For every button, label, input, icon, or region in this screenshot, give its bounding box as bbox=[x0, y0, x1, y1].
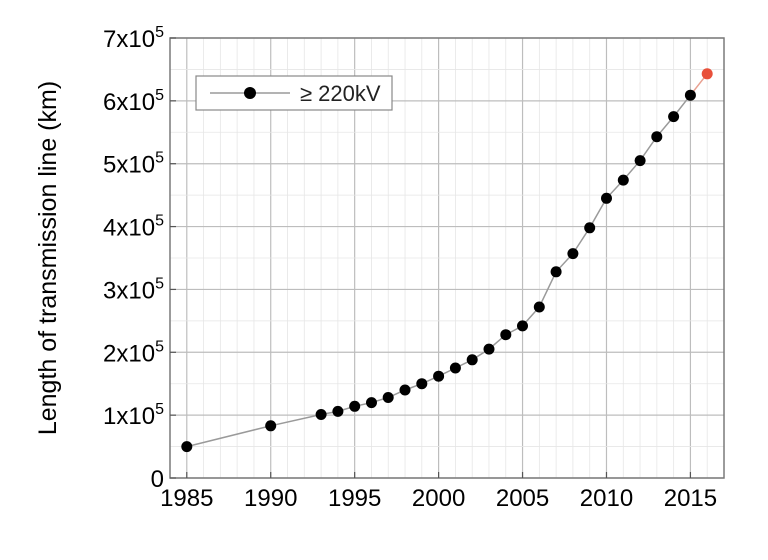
data-point-0 bbox=[416, 378, 428, 390]
y-tick-exponent: 5 bbox=[155, 338, 164, 355]
x-tick-label: 2005 bbox=[496, 485, 549, 512]
y-tick-label: 4x105 bbox=[103, 213, 164, 242]
x-tick-label: 2000 bbox=[412, 485, 465, 512]
y-tick-label: 1x105 bbox=[103, 401, 164, 430]
legend-box bbox=[195, 75, 393, 111]
data-point-0 bbox=[500, 329, 512, 341]
y-axis-title: Length of transmission line (km) bbox=[34, 81, 62, 435]
y-tick-exponent: 5 bbox=[155, 213, 164, 230]
x-axis: 1985 1990 1995 2000 2005 2010 2015 bbox=[160, 472, 717, 512]
data-point-0 bbox=[634, 155, 646, 167]
y-tick-exponent: 5 bbox=[155, 401, 164, 418]
data-point-0 bbox=[550, 266, 562, 278]
y-tick-mantissa: 6x10 bbox=[103, 89, 155, 116]
data-point-0 bbox=[181, 441, 193, 453]
y-tick-mantissa: 0 bbox=[151, 466, 164, 493]
plot-frame bbox=[169, 37, 725, 479]
data-point-0 bbox=[668, 111, 680, 123]
y-tick-exponent: 5 bbox=[155, 150, 164, 167]
y-tick-mantissa: 2x10 bbox=[103, 340, 155, 367]
data-point-0 bbox=[349, 400, 361, 412]
data-point-0 bbox=[483, 343, 495, 355]
data-point-0 bbox=[433, 370, 445, 382]
data-point-0 bbox=[332, 405, 344, 417]
y-tick-mantissa: 4x10 bbox=[103, 215, 155, 242]
legend-label: ≥ 220kV bbox=[300, 81, 381, 106]
data-point-0 bbox=[601, 192, 612, 204]
y-tick-exponent: 5 bbox=[155, 275, 164, 292]
y-tick-mantissa: 5x10 bbox=[103, 152, 155, 179]
y-tick-label: 6x105 bbox=[103, 87, 164, 116]
y-tick-label: 2x105 bbox=[103, 338, 164, 367]
x-tick-label: 2010 bbox=[580, 485, 633, 512]
data-point-0 bbox=[584, 222, 596, 234]
data-point-0 bbox=[466, 354, 478, 366]
data-point-0 bbox=[399, 384, 411, 396]
data-point-0 bbox=[567, 248, 579, 260]
legend-marker bbox=[244, 87, 256, 99]
x-tick-label: 1990 bbox=[244, 485, 297, 512]
data-point-0 bbox=[449, 362, 461, 374]
x-tick-label: 1995 bbox=[328, 485, 381, 512]
y-tick-label: 0 bbox=[151, 466, 164, 493]
y-tick-mantissa: 7x10 bbox=[103, 26, 155, 53]
y-tick-exponent: 5 bbox=[155, 24, 164, 41]
y-tick-mantissa: 1x10 bbox=[103, 403, 155, 430]
data-point-0 bbox=[382, 392, 394, 403]
data-point-1 bbox=[701, 68, 713, 80]
x-tick-label: 2015 bbox=[664, 485, 717, 512]
data-point-0 bbox=[684, 89, 696, 101]
y-tick-exponent: 5 bbox=[155, 87, 164, 104]
data-point-0 bbox=[617, 174, 629, 186]
y-tick-label: 5x105 bbox=[103, 150, 164, 179]
y-tick-label: 7x105 bbox=[103, 24, 164, 53]
series-layer bbox=[181, 68, 713, 453]
data-point-0 bbox=[315, 409, 327, 420]
legend: ≥ 220kV bbox=[195, 75, 393, 111]
data-point-0 bbox=[533, 301, 545, 313]
data-point-0 bbox=[366, 397, 377, 409]
y-tick-label: 3x105 bbox=[103, 275, 164, 304]
data-point-0 bbox=[651, 131, 663, 143]
data-point-0 bbox=[517, 320, 528, 332]
data-point-0 bbox=[265, 420, 277, 432]
y-tick-mantissa: 3x10 bbox=[103, 277, 155, 304]
x-tick-label: 1985 bbox=[160, 485, 213, 512]
